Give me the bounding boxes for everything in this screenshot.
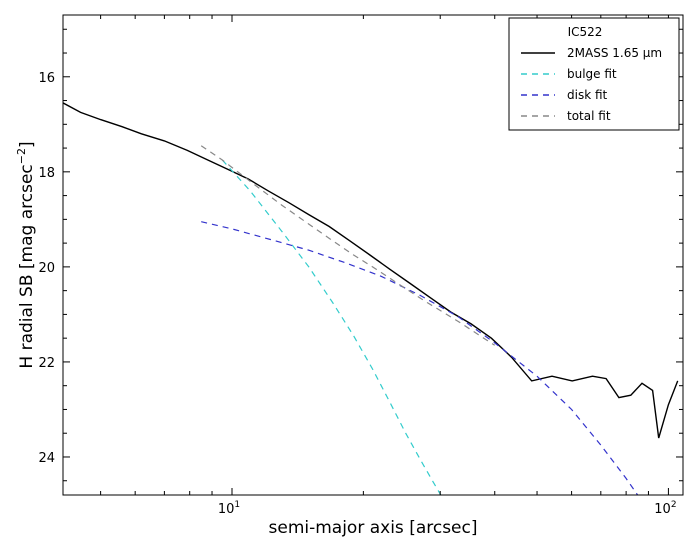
- x-tick-label: 101: [218, 500, 240, 517]
- y-tick-label: 18: [38, 166, 55, 181]
- y-tick-label: 20: [38, 261, 55, 276]
- legend-title: IC522: [568, 25, 603, 39]
- plot-frame: [62, 14, 684, 496]
- legend: IC522 2MASS 1.65 μm bulge fit disk fit tota…: [508, 17, 680, 131]
- y-tick-label: 16: [38, 71, 55, 86]
- y-axis-label-main: H radial SB [mag arcsec: [17, 164, 37, 368]
- y-axis-label-close: ]: [17, 141, 37, 148]
- legend-label: bulge fit: [567, 67, 617, 81]
- y-axis-label-exponent: −2: [15, 148, 28, 164]
- legend-label: total fit: [567, 109, 611, 123]
- legend-label: 2MASS 1.65 μm: [567, 46, 662, 60]
- legend-label: disk fit: [567, 88, 608, 102]
- series-line-bulge-fit: [221, 159, 449, 495]
- y-axis-label: H radial SB [mag arcsec−2]: [15, 141, 37, 368]
- x-tick-label: 102: [654, 500, 676, 517]
- y-tick-label: 22: [38, 356, 55, 371]
- x-axis-label: semi-major axis [arcsec]: [269, 518, 478, 538]
- y-tick-label: 24: [38, 451, 55, 466]
- series-line-disk-fit: [201, 221, 639, 495]
- series-line-2mass-1-65-m: [63, 102, 679, 439]
